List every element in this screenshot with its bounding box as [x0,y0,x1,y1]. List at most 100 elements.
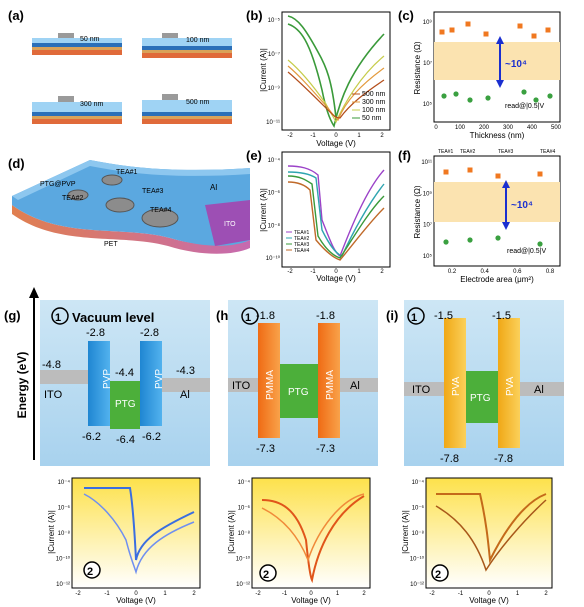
y-tick-label: 10⁻⁸ [58,530,71,537]
read-note: read@|0.5|V [507,248,546,255]
panel-d: (d) ITO PET PTG@PVP TEA#1 TEA#2 TEA#3 TE… [8,156,250,254]
al-electrode [150,378,210,392]
y-axis-label: |Current (A)| [259,48,268,92]
iv-curve [84,487,195,561]
barrier-bottom-level: -6.2 [82,431,101,443]
y-tick-label: 10⁻¹² [236,582,250,588]
ptg-well [280,364,318,418]
iv-curves [287,15,385,128]
ratio-label: ~10⁴ [505,59,527,70]
lrs-point [453,91,459,97]
y-tick-label: 10⁻⁵ [268,17,281,24]
y-tick-label: 10⁻⁸ [238,530,251,537]
x-tick-label: 1 [516,591,520,597]
y-tick-label: 10⁻⁶ [238,505,251,512]
iv-curve [287,15,337,119]
legend-item: 300 nm [362,99,386,106]
x-tick-label: -1 [310,269,316,275]
y-tick-label: 10⁻⁴ [412,479,425,486]
iv-g: 2 |Current (A)| Voltage (V) [47,477,201,605]
panel-g: (g) 1 Vacuum level PVP PVP PTG ITO Al -4… [4,300,210,466]
tea-top-label: TEA#3 [498,149,514,155]
y-tick-label: 10⁻⁴ [58,479,71,486]
electrode-tea2 [67,189,89,201]
x-tick-label: 0 [434,125,438,131]
x-axis-label: Voltage (V) [316,274,356,283]
hrs-point [545,27,551,33]
x-tick-label: 2 [362,591,366,597]
circle-two: 2 [435,569,441,581]
iv-curves [287,165,385,261]
x-tick-label: -1 [310,133,316,139]
layer-label: PTG@PVP [40,181,76,188]
panel-c: (c) ~10⁴ read@|0.5|V Resistance (Ω) Thic… [398,8,561,140]
y-tick-label: 10⁻¹⁰ [56,556,71,563]
x-axis-label: Electrode area (μm²) [460,275,534,284]
ratio-band [434,182,560,222]
legend-item: 100 nm [362,107,386,114]
stack-500nm: 500 nm [142,94,232,124]
x-tick-label: -2 [429,591,435,597]
x-tick-label: 400 [527,125,538,131]
panel-f-label: (f) [398,148,411,163]
x-tick-label: 0.8 [546,269,555,275]
circle-two: 2 [263,569,269,581]
x-axis-label: Voltage (V) [469,596,509,605]
resistance-points [439,21,553,103]
barrier-label: PVP [154,369,165,389]
y-tick-label: 10⁻⁸ [412,530,425,537]
lrs-point [443,239,449,245]
panel-e-label: (e) [246,148,262,163]
y-tick-label: 10⁵ [423,253,433,260]
circle-two: 2 [87,566,93,578]
x-tick-label: -1 [458,591,464,597]
y-tick-label: 10⁻⁸ [268,222,281,229]
lrs-point [537,241,543,247]
x-tick-label: 2 [192,591,196,597]
hrs-point [483,31,489,37]
legend: TEA#1 TEA#2 TEA#3 TEA#4 [286,230,310,254]
thickness-label: 500 nm [186,99,210,106]
x-tick-label: 0.6 [513,269,522,275]
panel-f: (f) ~10⁴ read@|0.5|V TEA#1 TEA#2 TEA#3 T… [398,148,561,284]
x-tick-label: 0 [334,133,338,139]
tea-label: TEA#3 [142,188,164,195]
barrier-bottom-level: -7.8 [494,453,513,465]
x-tick-label: 100 [455,125,466,131]
ratio-band [434,42,560,80]
stack-100nm: 100 nm [142,33,232,58]
legend-item: 50 nm [362,115,382,122]
barrier-top-level: -2.8 [140,327,159,339]
iv-curve [261,493,365,563]
panel-a-label: (a) [8,8,24,23]
tea-label: TEA#2 [62,195,84,202]
hrs-point [449,27,455,33]
x-tick-label: 2 [380,269,384,275]
al-level: -4.3 [176,365,195,377]
x-tick-label: 1 [336,591,340,597]
ito-label: ITO [224,221,236,228]
ito-label: ITO [412,384,431,396]
pvp-barrier-right [140,341,162,426]
barrier-label: PVA [505,376,516,396]
lrs-point [467,97,473,103]
ito-electrode [404,382,444,396]
legend-item: TEA#4 [294,248,310,254]
hrs-point [537,171,543,177]
ratio-label: ~10⁴ [511,200,533,211]
panel-d-label: (d) [8,156,25,171]
x-tick-label: -2 [255,591,261,597]
ito-label: ITO [44,389,63,401]
electrode-tea1 [101,174,123,186]
iv-curve [287,175,385,259]
y-axis-label: |Current (A)| [47,510,56,554]
pmma-barrier-right [318,323,340,438]
y-axis-label: |Current (A)| [401,510,410,554]
thickness-label: 100 nm [186,37,210,44]
circle-one: 1 [411,312,417,324]
well-label: PTG [470,393,491,404]
barrier-label: PVA [451,376,462,396]
x-tick-label: 1 [163,591,167,597]
ptg-top-level: -4.4 [115,367,134,379]
